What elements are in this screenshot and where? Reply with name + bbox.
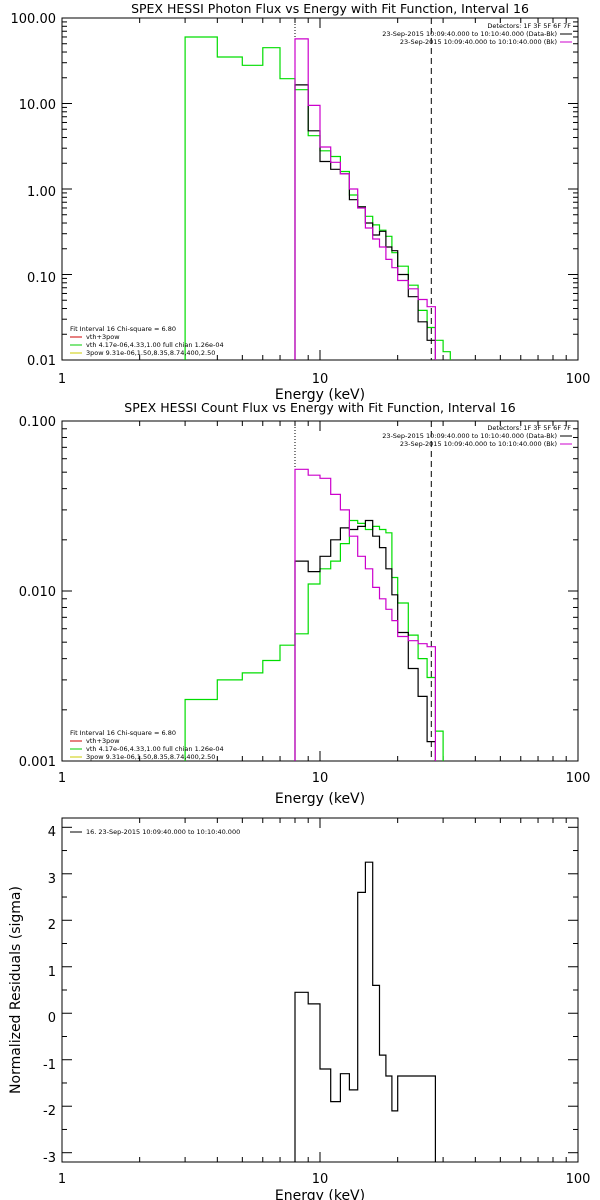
legend-entry: vth 4.17e-06,4.33,1.00 full chian 1.26e-… (86, 745, 224, 753)
y-tick-label: 0.100 (19, 415, 56, 430)
fit-range-lines (294, 421, 432, 761)
x-tick-label: 100 (566, 372, 591, 387)
y-tick-label: -3 (43, 1151, 56, 1166)
series-line (184, 519, 444, 761)
series-layer (294, 861, 436, 1162)
series-line (294, 468, 436, 761)
y-tick-label: 0 (48, 1011, 56, 1026)
legend-fit-text: Fit Interval 16 Chi-square = 6.80 (70, 325, 176, 333)
legend: Fit Interval 16 Chi-square = 6.80 vth+3p… (70, 729, 224, 761)
x-tick-label: 100 (566, 1172, 591, 1187)
legend-entry: 3pow 9.31e-06,1.50,8.35,8.74,400,2.50 (86, 349, 215, 357)
y-tick-label: 0.001 (19, 755, 56, 770)
header-line-bk: 23-Sep-2015 10:09:40.000 to 10:10:40.000… (400, 38, 557, 46)
y-tick-label: -2 (43, 1104, 56, 1119)
plot-frame (61, 817, 579, 1163)
x-tick-label: 10 (312, 372, 329, 387)
header-info: Detectors: 1F 3F 5F 6F 7F 23-Sep-2015 10… (382, 424, 572, 448)
y-tick-label: 10.00 (19, 98, 56, 113)
axis-ticks (61, 420, 579, 762)
x-axis-label: Energy (keV) (275, 387, 365, 403)
x-tick-label: 1 (58, 372, 66, 387)
x-axis-label: Energy (keV) (275, 1188, 365, 1200)
axis-ticks (61, 818, 579, 1162)
y-tick-label: 3 (48, 872, 56, 887)
y-tick-label: 1.00 (27, 185, 56, 200)
header-line-data: 23-Sep-2015 10:09:40.000 to 10:10:40.000… (382, 30, 557, 38)
legend-entry: 16. 23-Sep-2015 10:09:40.000 to 10:10:40… (86, 828, 240, 836)
legend-entry: vth 4.17e-06,4.33,1.00 full chian 1.26e-… (86, 341, 224, 349)
panel-residuals: -3 -2 -1 0 1 2 3 4 1 10 100 Energy (keV)… (8, 817, 591, 1200)
x-axis-label: Energy (keV) (275, 791, 365, 807)
detectors-text: Detectors: 1F 3F 5F 6F 7F (487, 424, 571, 432)
legend-entry: vth+3pow (86, 333, 120, 341)
legend-entry: vth+3pow (86, 737, 120, 745)
series-line (294, 38, 436, 360)
plot-frame (61, 17, 579, 361)
legend: 16. 23-Sep-2015 10:09:40.000 to 10:10:40… (70, 828, 240, 836)
legend-fit-text: Fit Interval 16 Chi-square = 6.80 (70, 729, 176, 737)
y-tick-label: 100.00 (11, 12, 57, 27)
y-tick-label: 1 (48, 965, 56, 980)
series-line (184, 36, 451, 360)
y-tick-label: 0.10 (27, 271, 56, 286)
y-tick-label: 2 (48, 918, 56, 933)
chart-title: SPEX HESSI Count Flux vs Energy with Fit… (124, 400, 515, 415)
y-tick-label: 0.01 (27, 354, 56, 369)
header-info: Detectors: 1F 3F 5F 6F 7F 23-Sep-2015 10… (382, 22, 572, 46)
x-tick-label: 10 (312, 1172, 329, 1187)
x-tick-label: 1 (58, 1172, 66, 1187)
legend: Fit Interval 16 Chi-square = 6.80 vth+3p… (70, 325, 224, 357)
y-tick-label: 0.010 (19, 585, 56, 600)
y-tick-label: 4 (48, 825, 56, 840)
fit-range-lines (294, 18, 432, 360)
chart-title: SPEX HESSI Photon Flux vs Energy with Fi… (131, 1, 529, 16)
x-tick-label: 100 (566, 771, 591, 786)
panel-count-flux: SPEX HESSI Count Flux vs Energy with Fit… (19, 400, 591, 807)
series-line (294, 519, 436, 761)
x-tick-label: 10 (312, 771, 329, 786)
series-line (294, 861, 436, 1162)
plot-frame (61, 420, 579, 762)
axis-ticks (61, 17, 579, 361)
y-axis-label: Normalized Residuals (sigma) (8, 886, 24, 1094)
detectors-text: Detectors: 1F 3F 5F 6F 7F (487, 22, 571, 30)
header-line-bk: 23-Sep-2015 10:09:40.000 to 10:10:40.000… (400, 440, 557, 448)
legend-entry: 3pow 9.31e-06,1.50,8.35,8.74,400,2.50 (86, 753, 215, 761)
series-layer (184, 468, 444, 761)
y-tick-label: -1 (43, 1058, 56, 1073)
x-tick-label: 1 (58, 771, 66, 786)
series-layer (184, 36, 451, 360)
header-line-data: 23-Sep-2015 10:09:40.000 to 10:10:40.000… (382, 432, 557, 440)
panel-photon-flux: SPEX HESSI Photon Flux vs Energy with Fi… (11, 1, 591, 403)
